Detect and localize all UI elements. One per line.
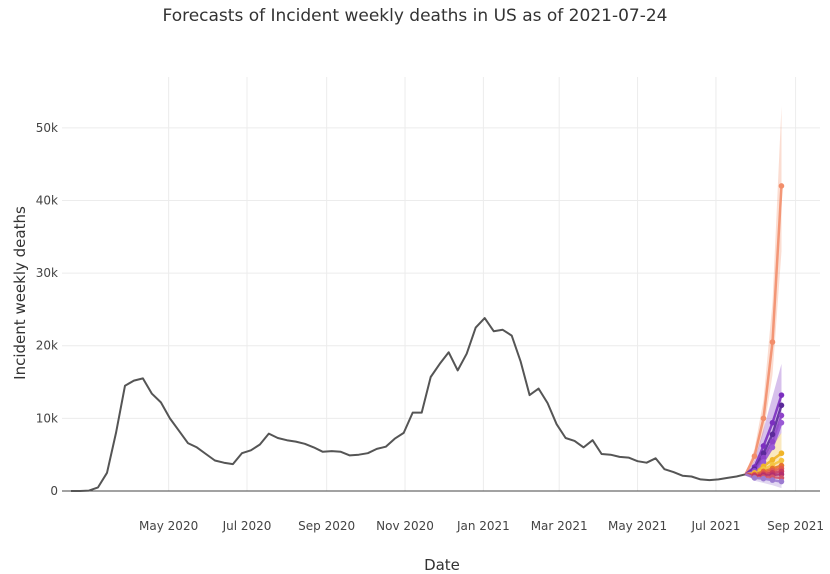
x-axis-title: Date <box>424 556 460 574</box>
series-lines <box>71 185 783 492</box>
forecast-point <box>778 457 785 464</box>
forecast-point <box>778 419 785 426</box>
forecast-point <box>760 459 767 465</box>
forecast-point <box>778 478 785 485</box>
tick-labels: 0 10k 20k 30k 40k 50k May 2020 Jul 2020 Sep 2020… <box>36 121 824 533</box>
chart-title: Forecasts of Incident weekly deaths in U… <box>162 6 668 26</box>
x-tick-label: Nov 2020 <box>376 519 434 533</box>
x-tick-label: Mar 2021 <box>531 519 588 533</box>
y-tick-label: 10k <box>36 411 58 425</box>
forecast-point <box>778 412 785 419</box>
forecast-point <box>769 456 776 463</box>
grid-lines <box>62 77 820 491</box>
forecast-point <box>769 477 776 483</box>
y-tick-label: 40k <box>36 193 58 207</box>
x-tick-label: Sep 2021 <box>767 519 824 533</box>
forecast-point <box>769 339 776 345</box>
x-tick-label: Jan 2021 <box>456 519 510 533</box>
forecast-point <box>778 392 785 398</box>
y-tick-label: 50k <box>36 121 58 135</box>
y-tick-label: 0 <box>50 484 58 498</box>
x-tick-label: Sep 2020 <box>298 519 355 533</box>
forecast-point <box>760 415 767 422</box>
forecast-point <box>751 453 758 459</box>
y-tick-label: 30k <box>36 266 58 280</box>
x-tick-label: May 2020 <box>139 519 198 533</box>
x-tick-label: Jul 2021 <box>691 519 741 533</box>
x-tick-label: Jul 2020 <box>222 519 272 533</box>
forecast-point <box>778 450 785 457</box>
x-tick-label: May 2021 <box>608 519 667 533</box>
forecast-point <box>778 402 785 409</box>
forecast-point <box>760 454 767 461</box>
forecast-point <box>778 183 785 189</box>
forecast-point <box>751 475 758 481</box>
y-axis-title: Incident weekly deaths <box>11 206 29 380</box>
forecast-point <box>760 450 767 457</box>
forecast-point <box>769 419 776 426</box>
observed-line <box>71 317 746 492</box>
forecast-point <box>760 475 767 482</box>
forecast-point <box>769 431 776 438</box>
forecast-point <box>769 438 776 445</box>
forecast-points <box>751 183 785 485</box>
forecast-point <box>760 443 767 449</box>
y-tick-label: 20k <box>36 339 58 353</box>
forecast-point <box>769 444 776 451</box>
